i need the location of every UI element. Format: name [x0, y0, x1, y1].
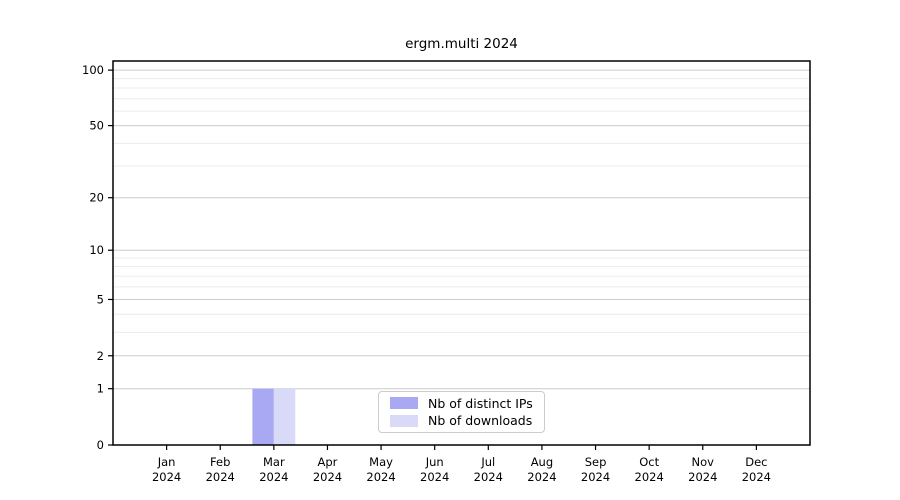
x-tick-label-month-mar: Mar	[263, 455, 285, 469]
x-tick-label-year-sep: 2024	[581, 470, 610, 484]
legend-swatch-distinct-ips-icon	[390, 397, 418, 410]
x-tick-label-month-oct: Oct	[639, 455, 659, 469]
bar-nb-of-downloads-mar-2024	[273, 388, 296, 445]
x-tick-label-month-feb: Feb	[210, 455, 230, 469]
legend-box: Nb of distinct IPs Nb of downloads	[378, 391, 545, 433]
plot-border	[112, 60, 811, 446]
x-tick-label-year-mar: 2024	[259, 470, 288, 484]
x-tick-label-year-nov: 2024	[688, 470, 717, 484]
y-tick-label-5: 5	[97, 292, 104, 306]
x-tick-label-year-jan: 2024	[152, 470, 181, 484]
y-tick-label-1: 1	[97, 382, 104, 396]
legend-swatch-downloads-icon	[390, 414, 418, 427]
legend-label-downloads: Nb of downloads	[428, 413, 533, 429]
legend-item-distinct-ips: Nb of distinct IPs	[385, 395, 538, 412]
x-tick-label-year-apr: 2024	[313, 470, 342, 484]
y-tick-label-2: 2	[97, 349, 104, 363]
bar-nb-of-distinct-ips-mar-2024	[252, 388, 274, 445]
x-tick-label-month-aug: Aug	[531, 455, 553, 469]
x-tick-label-year-dec: 2024	[742, 470, 771, 484]
x-tick-label-month-may: May	[369, 455, 393, 469]
x-tick-label-year-oct: 2024	[635, 470, 664, 484]
x-tick-label-month-jun: Jun	[425, 455, 444, 469]
x-tick-label-month-nov: Nov	[692, 455, 715, 469]
y-tick-label-10: 10	[89, 243, 104, 257]
chart-title: ergm.multi 2024	[405, 36, 518, 52]
x-tick-label-month-sep: Sep	[585, 455, 607, 469]
x-tick-label-month-jul: Jul	[480, 455, 495, 469]
y-tick-label-50: 50	[89, 119, 104, 133]
x-tick-label-year-jul: 2024	[474, 470, 503, 484]
y-tick-label-0: 0	[97, 438, 104, 452]
x-tick-label-year-aug: 2024	[527, 470, 556, 484]
y-tick-label-100: 100	[82, 63, 104, 77]
legend-label-distinct-ips: Nb of distinct IPs	[428, 395, 533, 411]
y-tick-label-20: 20	[89, 191, 104, 205]
legend-item-downloads: Nb of downloads	[385, 412, 538, 429]
x-tick-label-month-dec: Dec	[745, 455, 767, 469]
x-tick-label-year-feb: 2024	[206, 470, 235, 484]
x-tick-label-month-apr: Apr	[318, 455, 338, 469]
x-tick-label-month-jan: Jan	[157, 455, 176, 469]
x-tick-label-year-jun: 2024	[420, 470, 449, 484]
x-tick-label-year-may: 2024	[366, 470, 395, 484]
